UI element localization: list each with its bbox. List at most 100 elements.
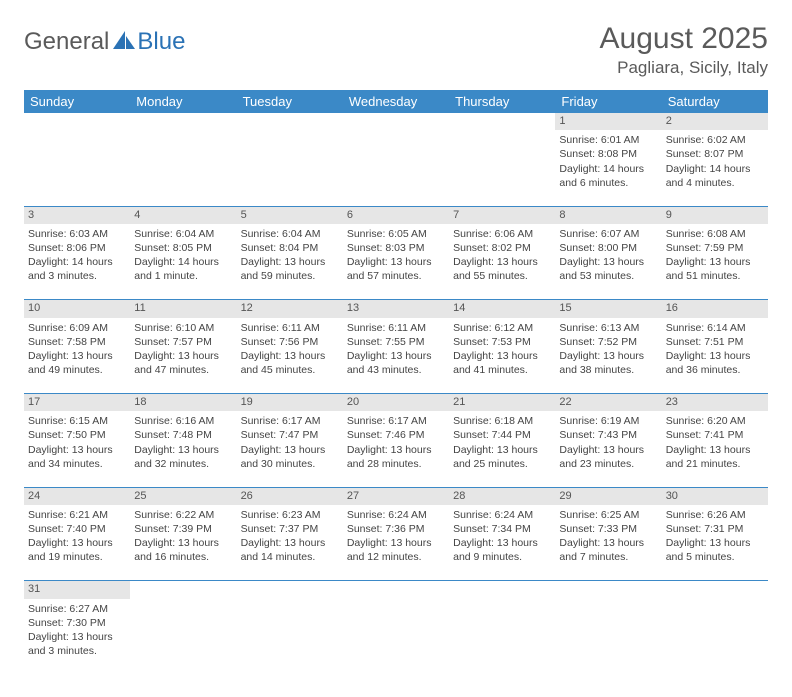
weekday-header: Wednesday <box>343 90 449 113</box>
day-detail-cell <box>130 130 236 206</box>
daylight-text: Daylight: 13 hours and 12 minutes. <box>347 536 445 564</box>
day-number-cell <box>130 581 236 599</box>
sunset-text: Sunset: 8:05 PM <box>134 241 232 255</box>
day-number-cell: 1 <box>555 113 661 130</box>
day-number-cell: 5 <box>237 206 343 224</box>
sunrise-text: Sunrise: 6:04 AM <box>241 227 339 241</box>
daylight-text: Daylight: 13 hours and 43 minutes. <box>347 349 445 377</box>
day-number-cell <box>24 113 130 130</box>
daylight-text: Daylight: 14 hours and 4 minutes. <box>666 162 764 190</box>
day-number-cell: 24 <box>24 487 130 505</box>
day-detail-cell: Sunrise: 6:02 AMSunset: 8:07 PMDaylight:… <box>662 130 768 206</box>
day-detail-cell <box>449 599 555 675</box>
sunset-text: Sunset: 7:40 PM <box>28 522 126 536</box>
sunset-text: Sunset: 8:04 PM <box>241 241 339 255</box>
sunset-text: Sunset: 8:07 PM <box>666 147 764 161</box>
day-number-cell <box>237 581 343 599</box>
daynum-row: 31 <box>24 581 768 599</box>
sunset-text: Sunset: 8:02 PM <box>453 241 551 255</box>
day-number-cell: 21 <box>449 394 555 412</box>
sunset-text: Sunset: 8:06 PM <box>28 241 126 255</box>
weekday-header: Friday <box>555 90 661 113</box>
daylight-text: Daylight: 14 hours and 3 minutes. <box>28 255 126 283</box>
sunrise-text: Sunrise: 6:09 AM <box>28 321 126 335</box>
day-number-cell <box>555 581 661 599</box>
sunrise-text: Sunrise: 6:27 AM <box>28 602 126 616</box>
day-detail-cell: Sunrise: 6:03 AMSunset: 8:06 PMDaylight:… <box>24 224 130 300</box>
sunrise-text: Sunrise: 6:04 AM <box>134 227 232 241</box>
daylight-text: Daylight: 13 hours and 59 minutes. <box>241 255 339 283</box>
weekday-header: Sunday <box>24 90 130 113</box>
sunset-text: Sunset: 7:36 PM <box>347 522 445 536</box>
day-detail-cell: Sunrise: 6:09 AMSunset: 7:58 PMDaylight:… <box>24 318 130 394</box>
day-detail-cell <box>237 130 343 206</box>
detail-row: Sunrise: 6:21 AMSunset: 7:40 PM Daylight:… <box>24 505 768 581</box>
sunset-text: Sunset: 7:44 PM <box>453 428 551 442</box>
day-detail-cell: Sunrise: 6:04 AMSunset: 8:04 PMDaylight:… <box>237 224 343 300</box>
logo-text-general: General <box>24 28 109 56</box>
day-detail-cell: Sunrise: 6:21 AMSunset: 7:40 PMDaylight:… <box>24 505 130 581</box>
sunrise-text: Sunrise: 6:20 AM <box>666 414 764 428</box>
daylight-text: Daylight: 13 hours and 57 minutes. <box>347 255 445 283</box>
daylight-text: Daylight: 13 hours and 16 minutes. <box>134 536 232 564</box>
day-detail-cell: Sunrise: 6:26 AMSunset: 7:31 PMDaylight:… <box>662 505 768 581</box>
sunset-text: Sunset: 7:37 PM <box>241 522 339 536</box>
day-detail-cell <box>555 599 661 675</box>
sunrise-text: Sunrise: 6:06 AM <box>453 227 551 241</box>
detail-row: Sunrise: 6:15 AMSunset: 7:50 PMDaylight:… <box>24 411 768 487</box>
month-title: August 2025 <box>600 22 768 56</box>
sunrise-text: Sunrise: 6:16 AM <box>134 414 232 428</box>
daylight-text: Daylight: 13 hours and 9 minutes. <box>453 536 551 564</box>
weekday-header: Thursday <box>449 90 555 113</box>
day-number-cell: 25 <box>130 487 236 505</box>
sunset-text: Sunset: 7:34 PM <box>453 522 551 536</box>
sunrise-text: Sunrise: 6:13 AM <box>559 321 657 335</box>
detail-row: Sunrise: 6:01 AMSunset: 8:08 PMDaylight:… <box>24 130 768 206</box>
sunset-text: Sunset: 7:30 PM <box>28 616 126 630</box>
daylight-text: Daylight: 13 hours and 7 minutes. <box>559 536 657 564</box>
day-number-cell: 11 <box>130 300 236 318</box>
sunset-text: Sunset: 7:53 PM <box>453 335 551 349</box>
sunrise-text: Sunrise: 6:19 AM <box>559 414 657 428</box>
day-number-cell: 3 <box>24 206 130 224</box>
sunset-text: Sunset: 7:52 PM <box>559 335 657 349</box>
daynum-row: 3456789 <box>24 206 768 224</box>
sunrise-text: Sunrise: 6:03 AM <box>28 227 126 241</box>
sunset-text: Sunset: 7:59 PM <box>666 241 764 255</box>
daylight-text: Daylight: 13 hours and 45 minutes. <box>241 349 339 377</box>
day-detail-cell <box>449 130 555 206</box>
day-detail-cell: Sunrise: 6:27 AMSunset: 7:30 PMDaylight:… <box>24 599 130 675</box>
day-number-cell: 16 <box>662 300 768 318</box>
daylight-text: Daylight: 13 hours and 21 minutes. <box>666 443 764 471</box>
daylight-text: Daylight: 13 hours and 28 minutes. <box>347 443 445 471</box>
sunrise-text: Sunrise: 6:07 AM <box>559 227 657 241</box>
day-detail-cell: Sunrise: 6:13 AMSunset: 7:52 PMDaylight:… <box>555 318 661 394</box>
day-detail-cell: Sunrise: 6:11 AMSunset: 7:55 PMDaylight:… <box>343 318 449 394</box>
weekday-header-row: Sunday Monday Tuesday Wednesday Thursday… <box>24 90 768 113</box>
sunrise-text: Sunrise: 6:25 AM <box>559 508 657 522</box>
sunset-text: Sunset: 7:56 PM <box>241 335 339 349</box>
sunrise-text: Sunrise: 6:15 AM <box>28 414 126 428</box>
day-detail-cell: Sunrise: 6:25 AMSunset: 7:33 PMDaylight:… <box>555 505 661 581</box>
day-number-cell: 22 <box>555 394 661 412</box>
title-block: August 2025 Pagliara, Sicily, Italy <box>600 22 768 78</box>
day-number-cell: 19 <box>237 394 343 412</box>
sunrise-text: Sunrise: 6:18 AM <box>453 414 551 428</box>
sunrise-text: Sunrise: 6:05 AM <box>347 227 445 241</box>
daynum-row: 12 <box>24 113 768 130</box>
day-number-cell: 8 <box>555 206 661 224</box>
day-detail-cell: Sunrise: 6:15 AMSunset: 7:50 PMDaylight:… <box>24 411 130 487</box>
daylight-text: Daylight: 13 hours and 23 minutes. <box>559 443 657 471</box>
weekday-header: Tuesday <box>237 90 343 113</box>
sunrise-text: Sunrise: 6:14 AM <box>666 321 764 335</box>
day-number-cell: 17 <box>24 394 130 412</box>
sunset-text: Sunset: 7:58 PM <box>28 335 126 349</box>
sunrise-text: Sunrise: 6:17 AM <box>347 414 445 428</box>
sunrise-text: Sunrise: 6:10 AM <box>134 321 232 335</box>
sunrise-text: Sunrise: 6:24 AM <box>347 508 445 522</box>
sunrise-text: Sunrise: 6:21 AM <box>28 508 126 522</box>
day-number-cell: 23 <box>662 394 768 412</box>
day-number-cell: 29 <box>555 487 661 505</box>
sunrise-text: Sunrise: 6:02 AM <box>666 133 764 147</box>
sunrise-text: Sunrise: 6:26 AM <box>666 508 764 522</box>
